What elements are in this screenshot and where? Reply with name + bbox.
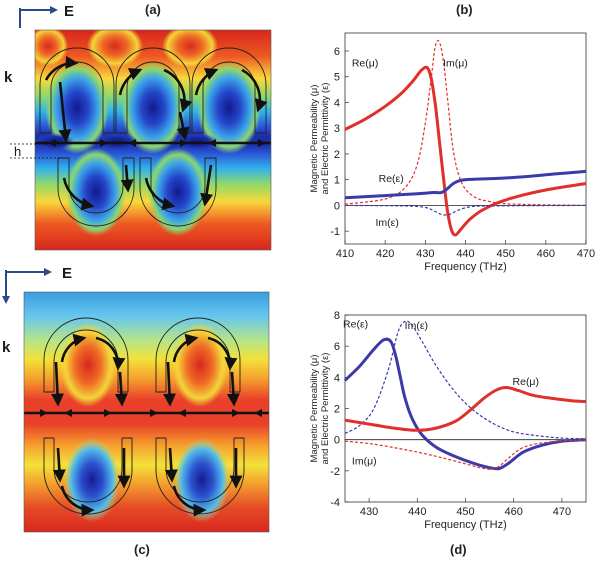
- series-annotation: Re(ε): [343, 318, 368, 330]
- x-tick-label: 420: [376, 248, 394, 260]
- x-tick-label: 470: [577, 248, 595, 260]
- y-tick-label: 4: [334, 97, 340, 109]
- y-tick-label: -2: [330, 466, 340, 478]
- y-axis-label-line2: and Electric Permittivity (ε): [320, 353, 331, 465]
- y-tick-label: 2: [334, 149, 340, 161]
- x-tick-label: 410: [336, 248, 354, 260]
- gap-dimension-h: h: [10, 143, 60, 159]
- y-tick-label: 3: [334, 123, 340, 135]
- k-label-c: k: [2, 339, 11, 356]
- panel-a-label: (a): [145, 2, 161, 17]
- x-tick-label: 440: [456, 248, 474, 260]
- series-line-im-3: [344, 204, 587, 216]
- x-axis-label: Frequency (THz): [424, 519, 507, 531]
- series-line-re-2: [344, 169, 587, 200]
- h-label: h: [14, 144, 21, 159]
- panel-c-axes-arrows: E k: [2, 265, 72, 356]
- plot-frame: [344, 32, 587, 245]
- chart-b: (b) 410 420 430 440 450 460 470 -1 0 1 2 3 4 5 6 Frequen…: [309, 2, 595, 273]
- y-tick-label: 1: [334, 175, 340, 187]
- panel-label: (d): [450, 542, 467, 557]
- y-tick-label: -4: [330, 497, 340, 509]
- y-tick-label: 4: [334, 372, 340, 384]
- x-tick-label: 430: [360, 506, 378, 518]
- e-label-c: E: [62, 265, 72, 282]
- y-tick-label: 2: [334, 404, 340, 416]
- chart-d: (d) 430 440 450 460 470 -4 -2 0 2 4 6 8 Frequency (TH…: [309, 310, 587, 557]
- x-tick-label: 460: [537, 248, 555, 260]
- y-tick-label: 8: [334, 310, 340, 322]
- plot-frame: [344, 314, 587, 503]
- y-axis-label-line2: and Electric Permittivity (ε): [320, 83, 331, 195]
- panel-a-axes-arrows: E k: [4, 3, 74, 86]
- e-arrow-icon-c: [5, 270, 46, 298]
- y-tick-label: 5: [334, 72, 340, 84]
- series-annotation: Re(μ): [513, 376, 539, 388]
- series-line-re-2: [344, 385, 587, 432]
- y-axis-label-line1: Magnetic Permeability (μ): [309, 355, 320, 463]
- e-arrow-icon: [19, 8, 52, 28]
- x-tick-label: 450: [456, 506, 474, 518]
- series-annotation: Re(ε): [379, 173, 404, 185]
- y-axis-label-line1: Magnetic Permeability (μ): [309, 85, 320, 193]
- y-tick-label: 6: [334, 46, 340, 58]
- panel-a-field-map: [34, 29, 272, 251]
- series-line-im-3: [344, 439, 587, 470]
- x-tick-label: 440: [408, 506, 426, 518]
- series-annotation: Im(ε): [376, 217, 399, 229]
- panel-label: (b): [456, 2, 473, 17]
- series-line-re-0: [343, 337, 587, 471]
- x-tick-label: 470: [553, 506, 571, 518]
- y-tick-label: -1: [330, 226, 340, 238]
- y-tick-label: 6: [334, 341, 340, 353]
- x-tick-label: 450: [496, 248, 514, 260]
- series-annotation: Im(ε): [405, 320, 428, 332]
- series-line-im-1: [344, 39, 587, 206]
- x-tick-label: 430: [416, 248, 434, 260]
- series-annotation: Im(μ): [443, 57, 468, 69]
- y-tick-label: 0: [334, 435, 340, 447]
- panel-c-field-map: [23, 291, 270, 533]
- series-annotation: Im(μ): [352, 456, 377, 468]
- series-line-re-0: [344, 65, 587, 237]
- y-tick-label: 0: [334, 200, 340, 212]
- k-label-a: k: [4, 69, 13, 86]
- panel-c-label: (c): [134, 542, 150, 557]
- x-axis-label: Frequency (THz): [424, 261, 507, 273]
- e-label-a: E: [64, 3, 74, 20]
- series-annotation: Re(μ): [352, 57, 378, 69]
- x-tick-label: 460: [505, 506, 523, 518]
